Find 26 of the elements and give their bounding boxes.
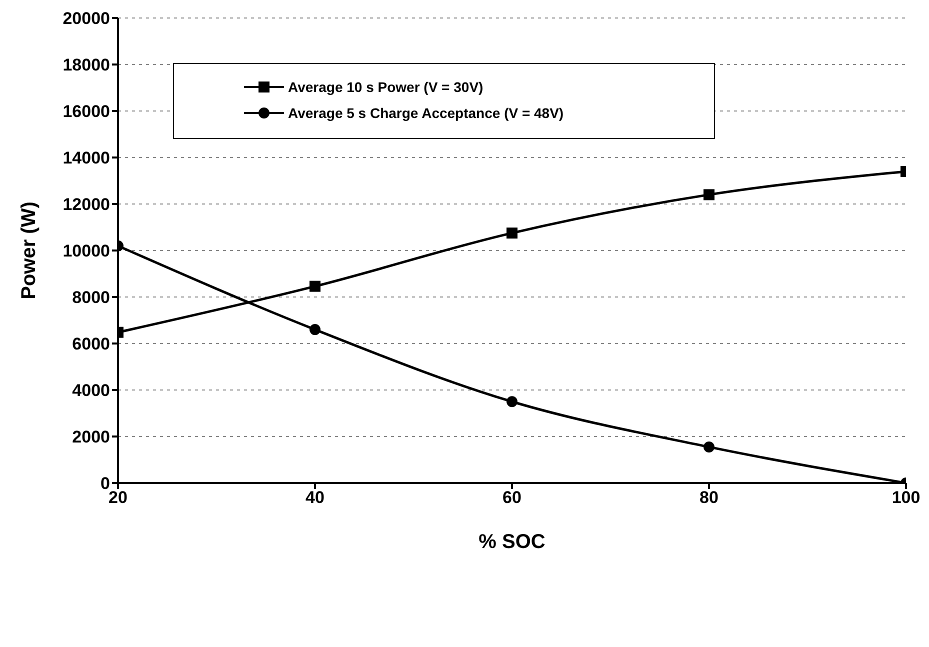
y-tick-label: 20000 (62, 9, 110, 28)
x-tick-label: 100 (892, 488, 920, 508)
y-tick-label: 12000 (62, 195, 110, 214)
legend-label: Average 10 s Power (V = 30V) (288, 79, 484, 95)
y-tick-label: 8000 (72, 288, 110, 308)
x-tick-label: 60 (502, 488, 522, 508)
y-tick-label: 4000 (72, 381, 110, 400)
point (506, 228, 518, 239)
legend-label: Average 5 s Charge Acceptance (V = 48V) (288, 105, 564, 121)
x-tick-label: 40 (306, 488, 324, 508)
point (310, 280, 320, 292)
x-axis-title: % SOC (478, 531, 546, 553)
y-tick-label: 16000 (62, 102, 110, 122)
y-axis-title: Power (W) (18, 202, 40, 300)
x-tick-label: 20 (108, 488, 128, 508)
y-tick-label: 10000 (62, 242, 110, 261)
y-tick-label: 2000 (72, 428, 110, 447)
y-tick-label: 6000 (72, 334, 110, 354)
point (704, 441, 714, 452)
y-tick-label: 14000 (62, 148, 110, 168)
point (506, 396, 518, 408)
x-tick-label: 80 (700, 488, 718, 508)
point (704, 189, 714, 200)
y-tick-label: 0 (100, 474, 110, 494)
point (310, 324, 320, 336)
y-tick-label: 18000 (62, 56, 110, 75)
